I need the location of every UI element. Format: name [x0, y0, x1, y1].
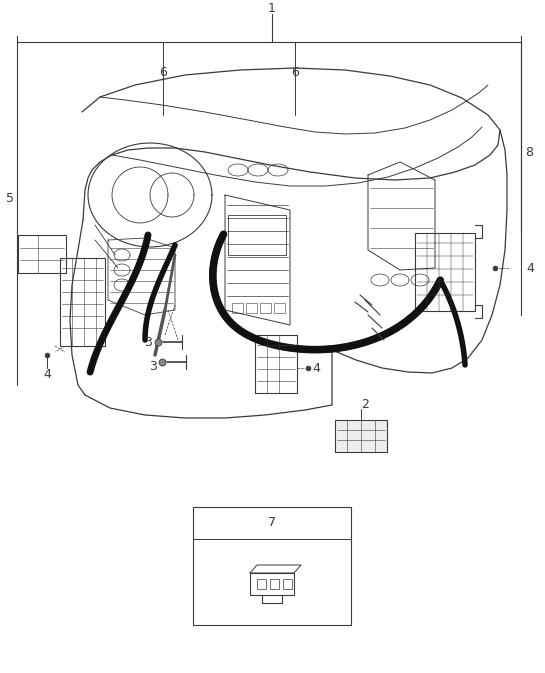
- Bar: [335, 420, 387, 452]
- Bar: [270, 579, 279, 589]
- Bar: [232, 303, 243, 313]
- Bar: [274, 303, 285, 313]
- Text: 3: 3: [144, 336, 152, 349]
- Bar: [283, 579, 292, 589]
- Text: 1: 1: [268, 3, 276, 15]
- Text: 2: 2: [361, 398, 369, 411]
- Bar: [415, 233, 475, 311]
- Bar: [18, 235, 66, 273]
- Bar: [193, 507, 351, 625]
- Text: 6: 6: [159, 67, 167, 79]
- Text: 5: 5: [6, 192, 14, 205]
- Bar: [255, 335, 297, 393]
- Bar: [260, 303, 271, 313]
- Text: 8: 8: [525, 145, 533, 159]
- Text: 6: 6: [291, 67, 299, 79]
- Bar: [257, 579, 266, 589]
- Bar: [250, 573, 294, 595]
- Bar: [60, 258, 105, 346]
- Text: 3: 3: [149, 359, 157, 372]
- Text: 7: 7: [268, 516, 276, 530]
- Bar: [246, 303, 257, 313]
- Text: 4: 4: [526, 262, 534, 275]
- Text: 4: 4: [312, 361, 320, 374]
- Text: 4: 4: [43, 367, 51, 380]
- Bar: [228, 215, 286, 255]
